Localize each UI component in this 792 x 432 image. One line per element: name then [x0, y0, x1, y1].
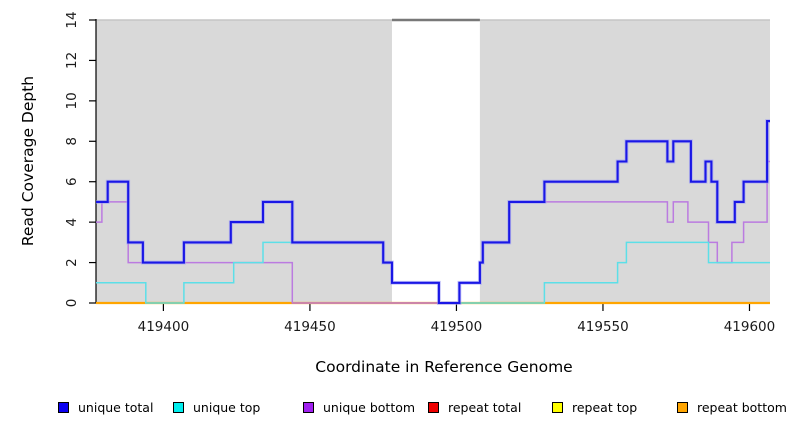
- y-tick-label: 0: [64, 299, 80, 308]
- x-tick-label: 419600: [724, 319, 776, 335]
- legend-swatch-unique-bottom: [303, 401, 314, 413]
- chart-legend: unique total unique top unique bottom repea…: [0, 397, 792, 419]
- y-tick-label: 4: [64, 218, 80, 227]
- x-axis-title-text: Coordinate in Reference Genome: [315, 358, 573, 376]
- legend-item-repeat-bottom: repeat bottom: [677, 397, 787, 417]
- legend-swatch-unique-top: [173, 401, 184, 413]
- legend-item-unique-top: unique top: [173, 397, 260, 417]
- legend-item-unique-bottom: unique bottom: [303, 397, 415, 417]
- legend-label-unique-total: unique total: [78, 399, 154, 415]
- legend-item-repeat-top: repeat top: [552, 397, 637, 417]
- legend-label-unique-bottom: unique bottom: [323, 399, 416, 415]
- coverage-chart: 0 2 4 6 8 10 12 14 419400 419450 419500 419550 41960…: [64, 11, 776, 335]
- legend-item-unique-total: unique total: [58, 397, 153, 417]
- y-axis-title: Read Coverage Depth: [19, 75, 37, 247]
- y-tick-label: 6: [64, 177, 80, 186]
- series-unique-total-line: [96, 120, 770, 305]
- y-tick-label: 2: [64, 258, 80, 267]
- y-tick-label: 14: [64, 11, 80, 28]
- legend-swatch-unique-total: [58, 401, 69, 413]
- y-tick-label: 8: [64, 137, 80, 146]
- legend-label-repeat-bottom: repeat bottom: [697, 399, 787, 415]
- legend-item-repeat-total: repeat total: [428, 397, 521, 417]
- highlight-region: [391, 20, 480, 303]
- legend-swatch-repeat-top: [552, 401, 563, 413]
- x-tick-label: 419550: [577, 319, 629, 335]
- series-unique-bottom-line: [96, 160, 770, 304]
- legend-swatch-repeat-total: [428, 401, 439, 413]
- x-tick-label: 419500: [431, 319, 483, 335]
- x-axis-title: Coordinate in Reference Genome: [0, 358, 792, 376]
- x-tick-label: 419400: [138, 319, 190, 335]
- legend-label-repeat-top: repeat top: [572, 399, 638, 415]
- legend-swatch-repeat-bottom: [677, 401, 688, 413]
- x-tick-label: 419450: [284, 319, 336, 335]
- legend-label-unique-top: unique top: [193, 399, 261, 415]
- y-tick-label: 12: [64, 52, 80, 69]
- y-tick-label: 10: [64, 92, 80, 109]
- legend-label-repeat-total: repeat total: [448, 399, 522, 415]
